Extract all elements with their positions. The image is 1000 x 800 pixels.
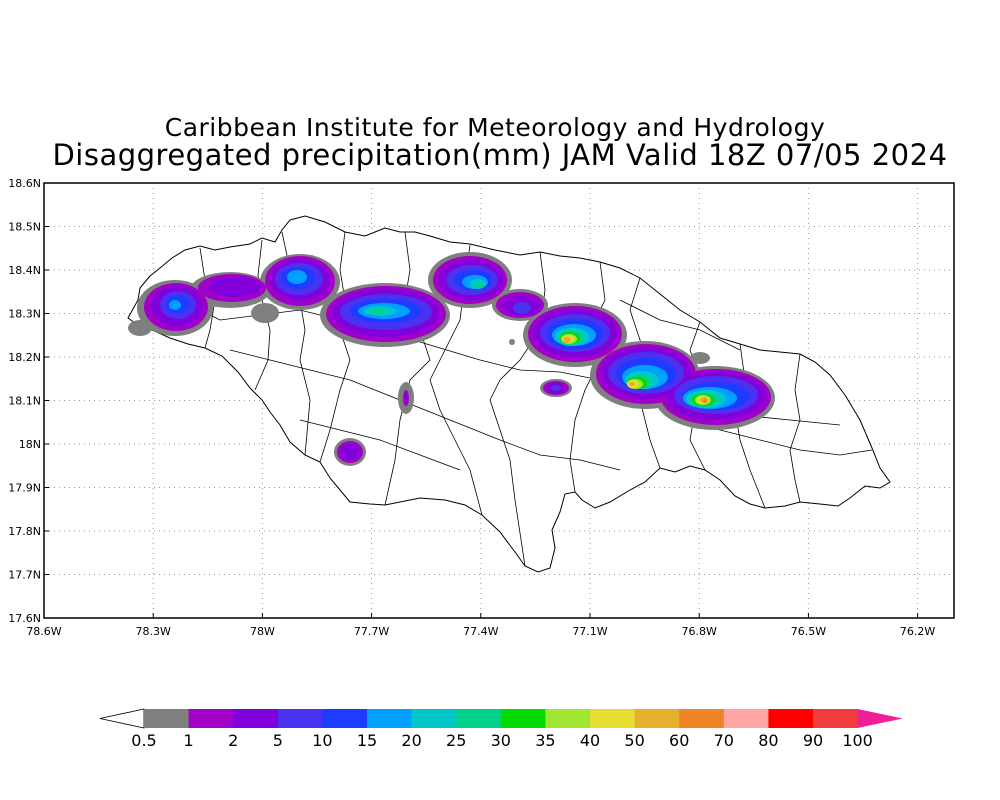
- colorbar-label: 25: [446, 731, 466, 750]
- lon-tick-label: 77.4W: [463, 625, 498, 638]
- lat-tick-label: 17.6N: [8, 612, 41, 625]
- colorbar-swatch: [322, 709, 368, 728]
- colorbar-swatch: [277, 709, 323, 728]
- colorbar-label: 30: [491, 731, 511, 750]
- map-title-main: Disaggregated precipitation(mm) JAM Vali…: [52, 138, 948, 172]
- lon-tick-label: 77.7W: [354, 625, 389, 638]
- colorbar-label: 20: [401, 731, 421, 750]
- colorbar-label: 80: [758, 731, 778, 750]
- colorbar-swatch: [500, 709, 546, 728]
- lon-tick-label: 77.1W: [572, 625, 607, 638]
- colorbar-swatch: [634, 709, 680, 728]
- colorbar-swatch: [590, 709, 636, 728]
- colorbar: 0.5 1 2 5 10 15 20 25 30 35 40 50 60 70 80 90 100: [99, 708, 903, 750]
- colorbar-swatch: [813, 709, 859, 728]
- colorbar-label: 10: [312, 731, 332, 750]
- colorbar-swatch: [144, 709, 190, 728]
- lon-tick-label: 78W: [250, 625, 275, 638]
- colorbar-swatch: [367, 709, 413, 728]
- colorbar-label: 50: [624, 731, 644, 750]
- lat-tick-label: 18.5N: [8, 221, 41, 234]
- colorbar-swatch: [768, 709, 814, 728]
- lat-tick-label: 17.9N: [8, 482, 41, 495]
- lon-tick-label: 78.6W: [26, 625, 61, 638]
- lat-tick-label: 18.3N: [8, 308, 41, 321]
- colorbar-label: 100: [842, 731, 873, 750]
- colorbar-label: 35: [535, 731, 555, 750]
- lat-tick-label: 17.8N: [8, 525, 41, 538]
- colorbar-label: 1: [184, 731, 194, 750]
- lon-tick-label: 76.5W: [791, 625, 826, 638]
- colorbar-label: 40: [580, 731, 600, 750]
- colorbar-swatch: [723, 709, 769, 728]
- precipitation-field: [128, 252, 775, 466]
- colorbar-label: 90: [803, 731, 823, 750]
- longitude-tick-labels: 78.6W 78.3W 78W 77.7W 77.4W 77.1W 76.8W 76.5W 76…: [26, 613, 935, 638]
- lon-tick-label: 76.8W: [682, 625, 717, 638]
- lat-tick-label: 18.1N: [8, 395, 41, 408]
- lat-tick-label: 18.4N: [8, 264, 41, 277]
- colorbar-label: 15: [357, 731, 377, 750]
- colorbar-under-arrow: [99, 708, 145, 729]
- colorbar-swatch: [233, 709, 279, 728]
- lon-tick-label: 76.2W: [900, 625, 935, 638]
- lat-tick-label: 17.7N: [8, 569, 41, 582]
- colorbar-label: 5: [273, 731, 283, 750]
- colorbar-swatch: [456, 709, 502, 728]
- colorbar-label: 70: [714, 731, 734, 750]
- colorbar-swatch: [545, 709, 591, 728]
- lon-tick-label: 78.3W: [136, 625, 171, 638]
- colorbar-swatch: [188, 709, 234, 728]
- latitude-tick-labels: 18.6N 18.5N 18.4N 18.3N 18.2N 18.1N 18N 17.9N 17…: [8, 177, 49, 625]
- colorbar-swatch: [411, 709, 457, 728]
- colorbar-label: 60: [669, 731, 689, 750]
- colorbar-swatch: [679, 709, 725, 728]
- colorbar-over-arrow: [857, 709, 903, 728]
- colorbar-label: 2: [228, 731, 238, 750]
- map-title-institution: Caribbean Institute for Meteorology and …: [164, 113, 826, 142]
- lat-tick-label: 18N: [19, 438, 41, 451]
- lat-tick-label: 18.2N: [8, 351, 41, 364]
- lat-tick-label: 18.6N: [8, 177, 41, 190]
- colorbar-label: 0.5: [131, 731, 156, 750]
